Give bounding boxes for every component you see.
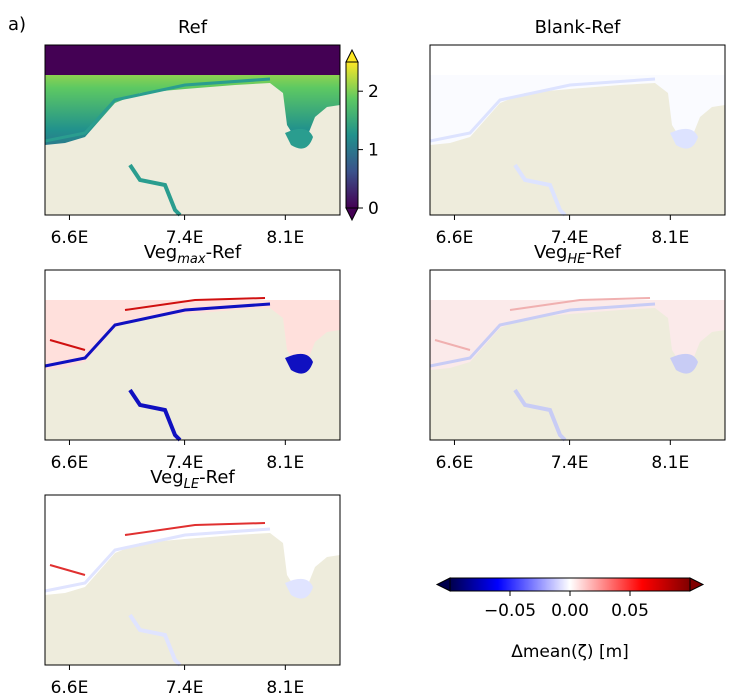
map-panel (429, 44, 726, 217)
coast (44, 302, 271, 368)
x-tick-label: 6.6E (51, 228, 89, 248)
estuary (285, 353, 313, 374)
estuary (670, 128, 698, 149)
panel-title: VegHE-Ref (534, 242, 622, 267)
land (430, 308, 725, 440)
colorbar-extend (689, 577, 705, 592)
x-tick-label: 6.6E (436, 453, 474, 473)
map-panel (44, 494, 341, 667)
coast-change (49, 522, 266, 576)
title-text: Veg (144, 242, 177, 263)
river (128, 388, 182, 442)
colorbar (345, 61, 359, 209)
coast-change (49, 297, 266, 351)
land (45, 83, 340, 215)
river (128, 163, 182, 217)
map-frame (44, 269, 341, 441)
land (430, 83, 725, 215)
panel-title: Vegmax-Ref (144, 242, 242, 267)
coast (429, 77, 656, 143)
land (45, 533, 340, 665)
x-tick-label: 8.1E (651, 453, 689, 473)
title-sub: LE (184, 477, 200, 492)
title-suffix: -Ref (585, 242, 621, 263)
title-text: Ref (178, 17, 208, 38)
panel-label: a) (8, 14, 26, 35)
land (45, 308, 340, 440)
x-tick-label: 7.4E (551, 228, 589, 248)
map-frame (44, 44, 341, 216)
x-tick-label: 8.1E (266, 678, 304, 697)
river (513, 163, 567, 217)
colorbar-tick-label: 0.00 (551, 601, 589, 621)
estuary (670, 353, 698, 374)
estuary (285, 578, 313, 599)
title-sub: HE (567, 252, 586, 267)
colorbar-label: Δmean(ζ) [m] (511, 642, 629, 662)
colorbar-extend (435, 577, 451, 592)
coast (429, 302, 656, 368)
colorbar-tick-label: 0 (368, 199, 379, 219)
coast (44, 77, 271, 143)
title-suffix: -Ref (199, 467, 235, 488)
panel-title: Ref (178, 17, 208, 38)
open-sea (45, 45, 340, 75)
map-panel (44, 269, 341, 442)
river (128, 613, 182, 667)
x-tick-label: 8.1E (266, 453, 304, 473)
open-sea (45, 270, 340, 300)
panel-title: Blank-Ref (535, 17, 621, 38)
x-tick-label: 8.1E (266, 228, 304, 248)
x-tick-label: 7.4E (551, 453, 589, 473)
open-sea (430, 270, 725, 300)
x-tick-label: 7.4E (166, 228, 204, 248)
colorbar-extend (345, 207, 359, 222)
colorbar-tick-label: 2 (368, 82, 379, 102)
estuary (285, 128, 313, 149)
x-tick-label: 6.6E (51, 678, 89, 697)
colorbar-tick-label: −0.05 (484, 601, 536, 621)
colorbar (449, 577, 691, 592)
river (513, 388, 567, 442)
map-panel (44, 44, 341, 217)
x-tick-label: 8.1E (651, 228, 689, 248)
x-tick-label: 6.6E (51, 453, 89, 473)
title-text: Veg (150, 467, 183, 488)
title-text: Blank-Ref (535, 17, 621, 38)
map-frame (44, 494, 341, 666)
x-tick-label: 6.6E (436, 228, 474, 248)
coast-change (434, 297, 651, 351)
map-frame (429, 44, 726, 216)
panel-title: VegLE-Ref (150, 467, 235, 492)
colorbar-tick-label: 0.05 (611, 601, 649, 621)
title-sub: max (177, 252, 206, 267)
open-sea (430, 45, 725, 75)
open-sea (45, 495, 340, 525)
coast (44, 527, 271, 593)
map-frame (429, 269, 726, 441)
colorbar-tick-label: 1 (368, 141, 379, 161)
x-tick-label: 7.4E (166, 453, 204, 473)
map-panel (429, 269, 726, 442)
x-tick-label: 7.4E (166, 678, 204, 697)
title-text: Veg (534, 242, 567, 263)
colorbar-extend (345, 48, 359, 63)
title-suffix: -Ref (206, 242, 242, 263)
